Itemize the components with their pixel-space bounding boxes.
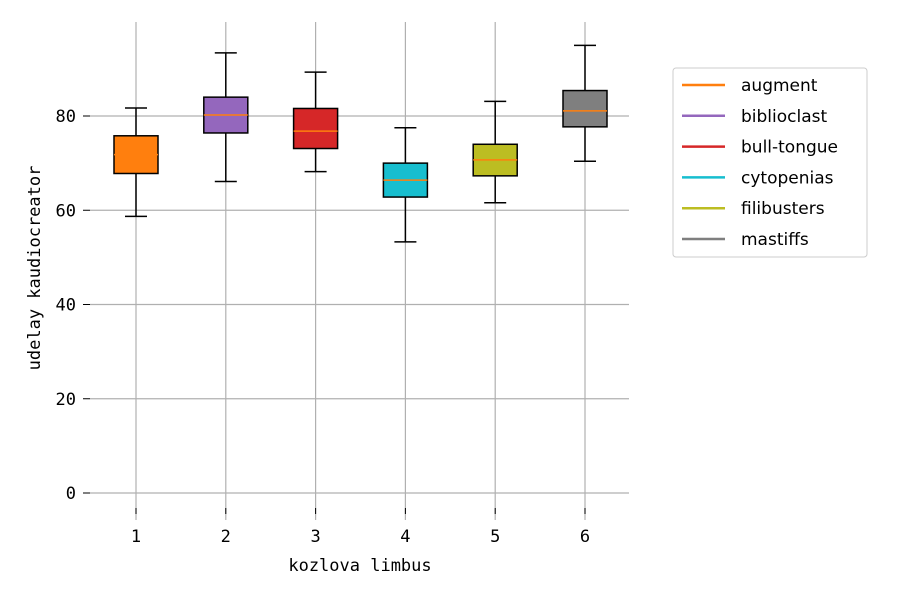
legend-item-mastiffs: mastiffs — [682, 230, 809, 250]
box-layer — [113, 44, 608, 243]
legend-item-filibusters: filibusters — [682, 199, 825, 219]
x-tick-label: 6 — [580, 527, 590, 547]
legend-label: cytopenias — [741, 168, 834, 188]
legend-label: filibusters — [741, 199, 825, 219]
box-body — [292, 107, 339, 150]
y-tick-label: 80 — [56, 107, 76, 127]
box-filibusters — [472, 100, 518, 204]
legend-item-bull-tongue: bull-tongue — [682, 138, 838, 158]
x-tick-label: 1 — [131, 527, 141, 547]
grid-layer — [90, 22, 629, 520]
legend-label: augment — [741, 76, 818, 96]
legend-label: biblioclast — [741, 107, 827, 127]
legend-label: mastiffs — [741, 230, 809, 250]
legend-item-biblioclast: biblioclast — [682, 107, 827, 127]
legend-label: bull-tongue — [741, 138, 838, 158]
x-tick-label: 4 — [400, 527, 410, 547]
x-tick-label: 5 — [490, 527, 500, 547]
box-bull-tongue — [292, 71, 339, 173]
y-tick-label: 20 — [56, 390, 76, 410]
x-tick-label: 2 — [221, 527, 231, 547]
box-augment — [113, 107, 159, 218]
y-tick-label: 60 — [56, 201, 76, 221]
box-mastiffs — [562, 44, 608, 162]
legend: augment biblioclast bull-tongue cytopenias f… — [672, 67, 868, 258]
y-tick-label: 0 — [66, 484, 76, 504]
legend-item-augment: augment — [682, 76, 818, 96]
box-cytopenias — [382, 127, 429, 243]
y-tick-label: 40 — [56, 296, 76, 316]
legend-item-cytopenias: cytopenias — [682, 168, 834, 188]
x-axis-title: kozlova limbus — [288, 556, 431, 576]
y-axis-title: udelay kaudiocreator — [25, 166, 45, 371]
x-tick-label: 3 — [310, 527, 320, 547]
legend-frame — [672, 67, 868, 258]
legend-items: augment biblioclast bull-tongue cytopenias f… — [682, 76, 838, 250]
box-biblioclast — [203, 52, 249, 183]
box-body — [562, 89, 608, 128]
